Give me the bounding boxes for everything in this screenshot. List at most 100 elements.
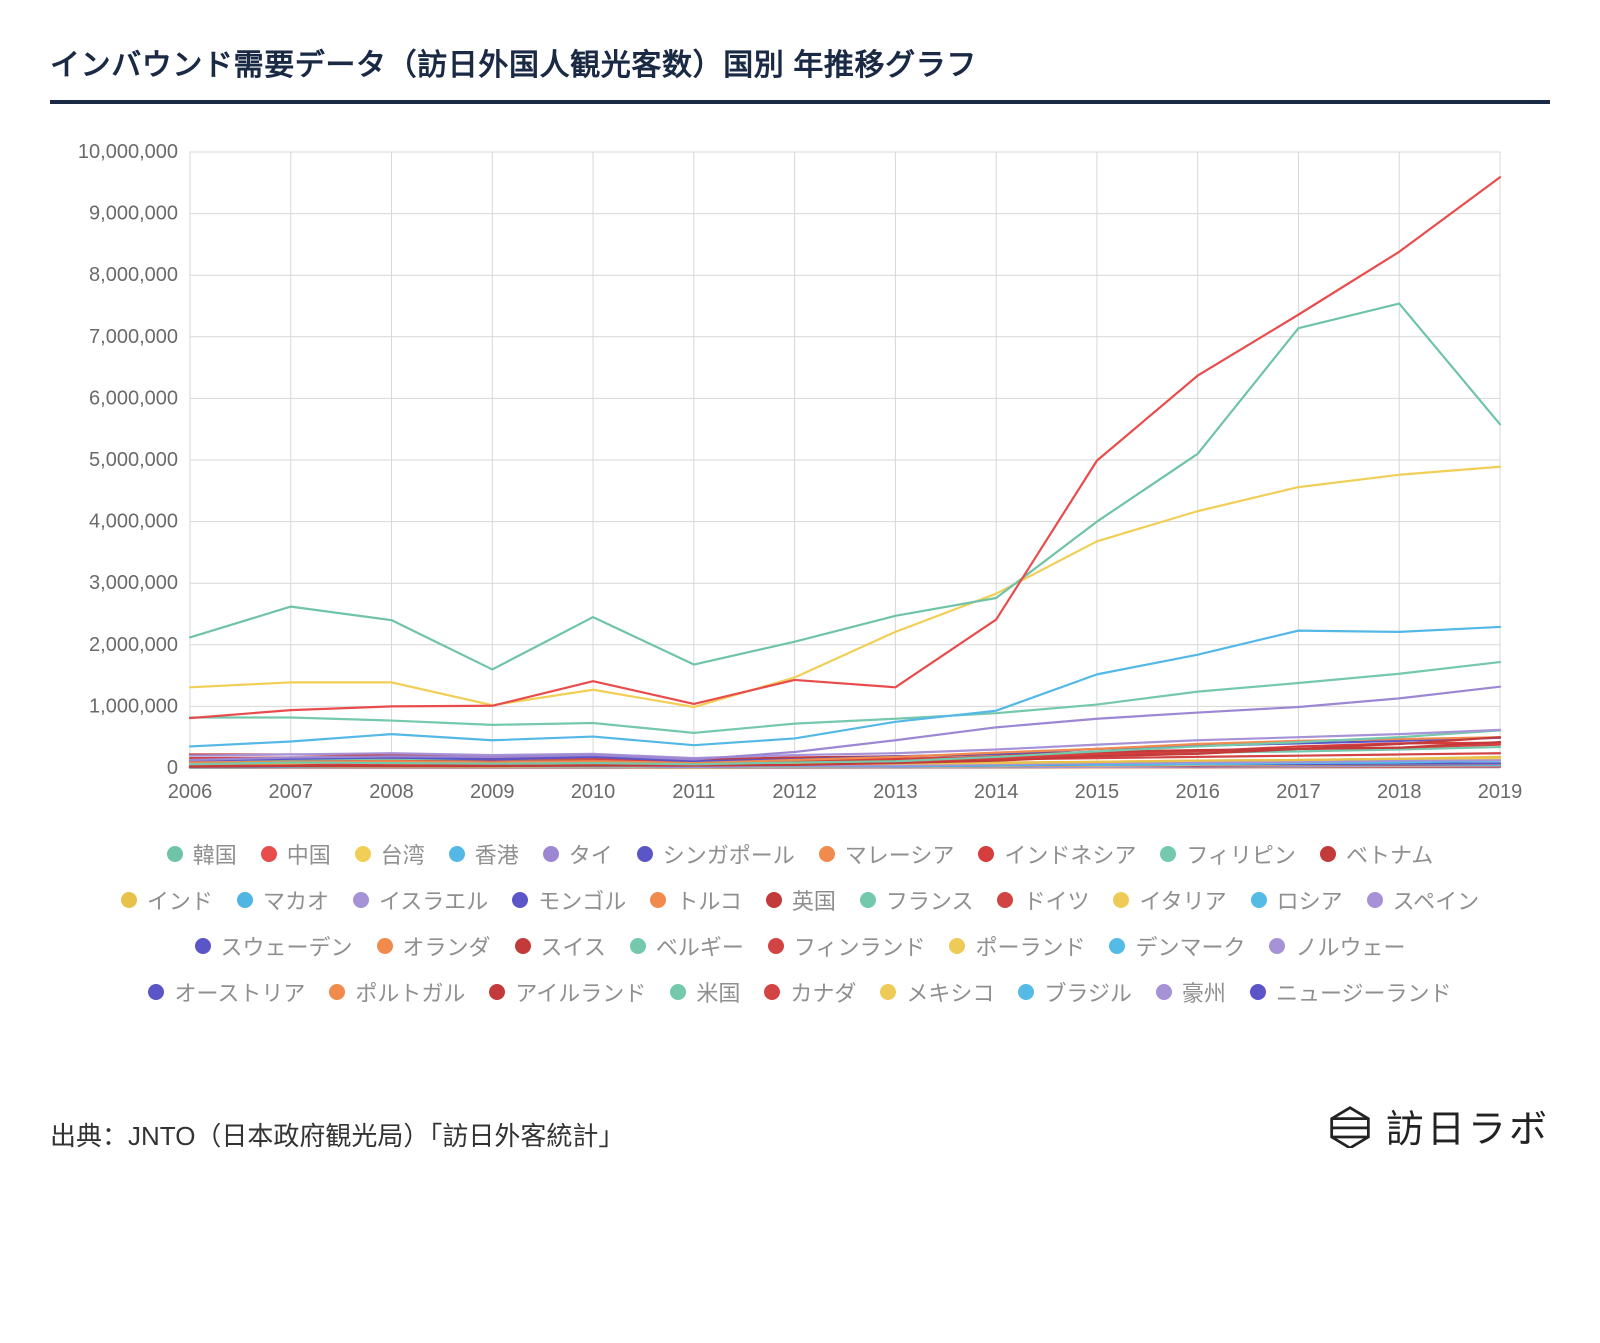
legend-item[interactable]: ロシア xyxy=(1251,884,1343,916)
legend-label: トルコ xyxy=(676,884,742,916)
x-tick-label: 2012 xyxy=(772,781,817,803)
legend-marker xyxy=(1250,984,1266,1000)
legend-item[interactable]: スイス xyxy=(515,930,606,962)
legend-marker xyxy=(768,938,784,954)
legend-item[interactable]: アイルランド xyxy=(489,976,646,1008)
legend-item[interactable]: ドイツ xyxy=(997,884,1089,916)
legend-label: オランダ xyxy=(403,930,491,962)
legend-item[interactable]: 台湾 xyxy=(355,838,425,870)
legend-label: マレーシア xyxy=(845,838,955,870)
legend-marker xyxy=(764,984,780,1000)
legend-marker xyxy=(880,984,896,1000)
legend-marker xyxy=(978,846,994,862)
legend-label: 豪州 xyxy=(1182,976,1226,1008)
title-row: インバウンド需要データ（訪日外国人観光客数）国別 年推移グラフ xyxy=(50,40,1550,104)
legend-item[interactable]: ベルギー xyxy=(630,930,744,962)
legend-label: インド xyxy=(147,884,213,916)
legend-item[interactable]: フィリピン xyxy=(1160,838,1296,870)
legend-item[interactable]: インドネシア xyxy=(978,838,1136,870)
chart-area: 01,000,0002,000,0003,000,0004,000,0005,0… xyxy=(50,140,1550,820)
legend-marker xyxy=(670,984,686,1000)
legend-item[interactable]: タイ xyxy=(543,838,613,870)
legend-item[interactable]: 香港 xyxy=(449,838,519,870)
legend-item[interactable]: ブラジル xyxy=(1018,976,1132,1008)
legend-item[interactable]: スペイン xyxy=(1367,884,1479,916)
legend-item[interactable]: メキシコ xyxy=(880,976,994,1008)
legend-marker xyxy=(1269,938,1285,954)
legend-label: インドネシア xyxy=(1004,838,1136,870)
legend-item[interactable]: スウェーデン xyxy=(195,930,353,962)
brand-label: 訪日ラボ xyxy=(1386,1098,1550,1153)
legend-item[interactable]: トルコ xyxy=(650,884,742,916)
x-tick-label: 2008 xyxy=(369,781,414,803)
legend-label: ニュージーランド xyxy=(1276,976,1452,1008)
legend-label: スペイン xyxy=(1393,884,1479,916)
legend-marker xyxy=(860,892,876,908)
legend-marker xyxy=(1156,984,1172,1000)
legend-label: アイルランド xyxy=(515,976,646,1008)
legend-item[interactable]: イタリア xyxy=(1113,884,1226,916)
legend-label: イタリア xyxy=(1139,884,1226,916)
legend-item[interactable]: デンマーク xyxy=(1109,930,1245,962)
y-tick-label: 0 xyxy=(167,757,178,779)
legend-marker xyxy=(329,984,345,1000)
legend-label: フランス xyxy=(886,884,974,916)
legend-item[interactable]: 米国 xyxy=(670,976,740,1008)
chart-title: インバウンド需要データ（訪日外国人観光客数）国別 年推移グラフ xyxy=(50,40,977,84)
legend-marker xyxy=(1109,938,1125,954)
legend-item[interactable]: ベトナム xyxy=(1320,838,1433,870)
legend-label: イスラエル xyxy=(379,884,488,916)
brand-logo: 訪日ラボ xyxy=(1328,1098,1550,1153)
x-tick-label: 2014 xyxy=(974,781,1019,803)
legend-item[interactable]: 中国 xyxy=(261,838,331,870)
legend-item[interactable]: マレーシア xyxy=(819,838,955,870)
legend-item[interactable]: インド xyxy=(121,884,213,916)
legend-marker xyxy=(766,892,782,908)
legend-label: スイス xyxy=(541,930,606,962)
legend-marker xyxy=(261,846,277,862)
legend-label: タイ xyxy=(569,838,613,870)
legend-label: デンマーク xyxy=(1135,930,1245,962)
legend-item[interactable]: ポーランド xyxy=(949,930,1085,962)
legend-label: オーストリア xyxy=(174,976,305,1008)
legend-item[interactable]: オランダ xyxy=(377,930,491,962)
legend-item[interactable]: 韓国 xyxy=(167,838,237,870)
legend-item[interactable]: 豪州 xyxy=(1156,976,1226,1008)
legend-label: 中国 xyxy=(287,838,331,870)
legend-label: 香港 xyxy=(475,838,519,870)
legend-item[interactable]: マカオ xyxy=(237,884,329,916)
legend-marker xyxy=(195,938,211,954)
legend-marker xyxy=(237,892,253,908)
legend-label: ベルギー xyxy=(656,930,744,962)
legend-item[interactable]: ノルウェー xyxy=(1269,930,1405,962)
legend-label: 韓国 xyxy=(193,838,237,870)
legend-label: ドイツ xyxy=(1023,884,1089,916)
legend-marker xyxy=(489,984,505,1000)
x-tick-label: 2015 xyxy=(1075,781,1120,803)
line-chart: 01,000,0002,000,0003,000,0004,000,0005,0… xyxy=(70,140,1530,820)
legend-marker xyxy=(949,938,965,954)
y-tick-label: 4,000,000 xyxy=(89,511,178,533)
legend-item[interactable]: フランス xyxy=(860,884,974,916)
y-tick-label: 6,000,000 xyxy=(89,387,178,409)
source-citation: 出典：JNTO（日本政府観光局）「訪日外客統計」 xyxy=(50,1116,624,1153)
legend-marker xyxy=(167,846,183,862)
legend-item[interactable]: ニュージーランド xyxy=(1250,976,1452,1008)
legend-item[interactable]: ポルトガル xyxy=(329,976,465,1008)
legend-item[interactable]: 英国 xyxy=(766,884,836,916)
legend-label: 台湾 xyxy=(381,838,425,870)
legend-label: ロシア xyxy=(1277,884,1343,916)
legend-item[interactable]: オーストリア xyxy=(148,976,305,1008)
y-tick-label: 5,000,000 xyxy=(89,449,178,471)
legend-item[interactable]: カナダ xyxy=(764,976,856,1008)
legend-label: メキシコ xyxy=(906,976,994,1008)
legend-marker xyxy=(1251,892,1267,908)
legend-marker xyxy=(997,892,1013,908)
legend-item[interactable]: フィンランド xyxy=(768,930,926,962)
legend-item[interactable]: イスラエル xyxy=(353,884,488,916)
legend: 韓国 中国 台湾 香港 タイシンガポール マレーシア インドネシアフィリピンベトナムインドマ… xyxy=(50,838,1550,1008)
legend-marker xyxy=(819,846,835,862)
legend-item[interactable]: シンガポール xyxy=(637,838,795,870)
x-tick-label: 2006 xyxy=(168,781,213,803)
legend-item[interactable]: モンゴル xyxy=(512,884,626,916)
